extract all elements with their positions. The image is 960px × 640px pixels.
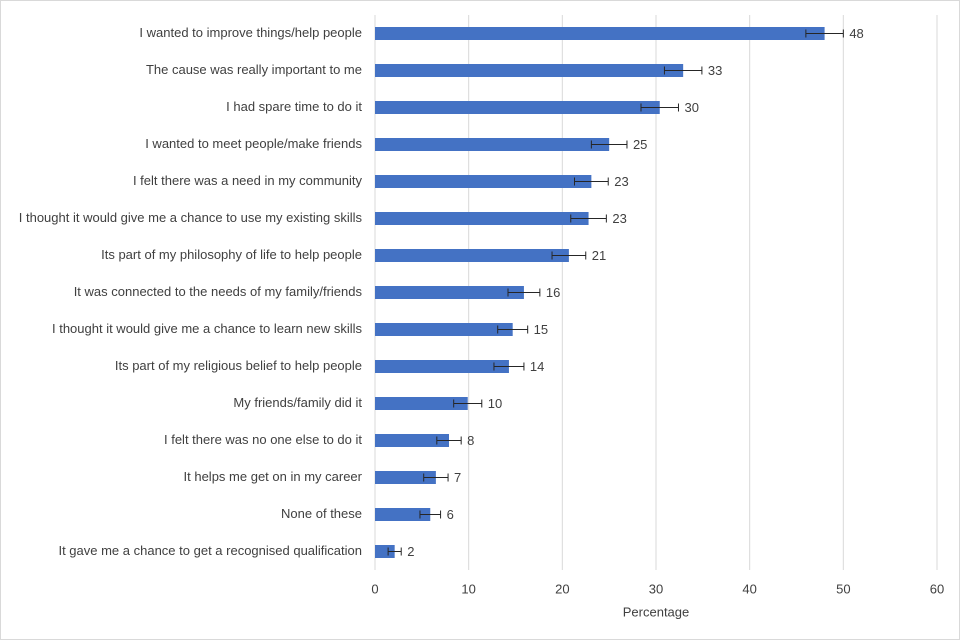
error-bar — [507, 288, 541, 297]
error-bar — [640, 103, 679, 112]
error-bar — [663, 66, 703, 75]
error-bar — [419, 510, 442, 519]
y-tick-label: The cause was really important to me — [146, 62, 362, 77]
bar — [375, 249, 569, 262]
x-tick-label: 0 — [371, 581, 378, 596]
y-tick-label: I wanted to meet people/make friends — [145, 136, 362, 151]
bar — [375, 101, 660, 114]
x-axis-title: Percentage — [623, 604, 690, 619]
data-label: 21 — [592, 248, 606, 263]
y-tick-label: It gave me a chance to get a recognised … — [58, 543, 362, 558]
data-label: 33 — [708, 63, 722, 78]
data-label: 30 — [684, 100, 698, 115]
data-label: 23 — [614, 174, 628, 189]
data-label: 2 — [407, 544, 414, 559]
bar — [375, 64, 684, 77]
x-tick-label: 60 — [930, 581, 944, 596]
data-label: 23 — [612, 211, 626, 226]
error-bar — [436, 436, 462, 445]
data-label: 7 — [454, 470, 461, 485]
error-bar — [805, 29, 844, 38]
bar — [375, 471, 436, 484]
x-tick-label: 40 — [742, 581, 756, 596]
bar — [375, 27, 825, 40]
x-tick-label: 30 — [649, 581, 663, 596]
error-bar — [574, 177, 609, 186]
data-label: 6 — [447, 507, 454, 522]
error-bar — [423, 473, 449, 482]
y-tick-label: Its part of my religious belief to help … — [115, 358, 362, 373]
error-bar — [387, 547, 402, 556]
error-bar — [590, 140, 628, 149]
x-tick-label: 10 — [461, 581, 475, 596]
y-tick-label: I thought it would give me a chance to l… — [52, 321, 363, 336]
error-bar — [453, 399, 483, 408]
y-tick-label: I had spare time to do it — [226, 99, 362, 114]
y-tick-label: I thought it would give me a chance to u… — [19, 210, 363, 225]
bar — [375, 508, 431, 521]
y-tick-label: I felt there was no one else to do it — [164, 432, 362, 447]
error-bar — [493, 362, 525, 371]
data-label: 10 — [488, 396, 502, 411]
data-label: 8 — [467, 433, 474, 448]
data-label: 15 — [534, 322, 548, 337]
bar — [375, 434, 449, 447]
data-label: 48 — [849, 26, 863, 41]
error-bar — [497, 325, 529, 334]
bar — [375, 397, 468, 410]
bar — [375, 360, 509, 373]
bar — [375, 323, 513, 336]
error-bar — [551, 251, 587, 260]
data-label: 14 — [530, 359, 544, 374]
x-tick-label: 50 — [836, 581, 850, 596]
y-tick-label: I felt there was a need in my community — [133, 173, 363, 188]
bar — [375, 545, 395, 558]
y-tick-label: None of these — [281, 506, 362, 521]
data-label: 16 — [546, 285, 560, 300]
data-label: 25 — [633, 137, 647, 152]
bar — [375, 175, 592, 188]
error-bar — [570, 214, 607, 223]
y-tick-label: It was connected to the needs of my fami… — [74, 284, 363, 299]
x-tick-label: 20 — [555, 581, 569, 596]
y-tick-label: My friends/family did it — [233, 395, 362, 410]
y-tick-label: Its part of my philosophy of life to hel… — [101, 247, 362, 262]
bar — [375, 138, 610, 151]
y-tick-label: I wanted to improve things/help people — [139, 25, 362, 40]
bar — [375, 286, 524, 299]
bar — [375, 212, 589, 225]
y-tick-label: It helps me get on in my career — [184, 469, 363, 484]
